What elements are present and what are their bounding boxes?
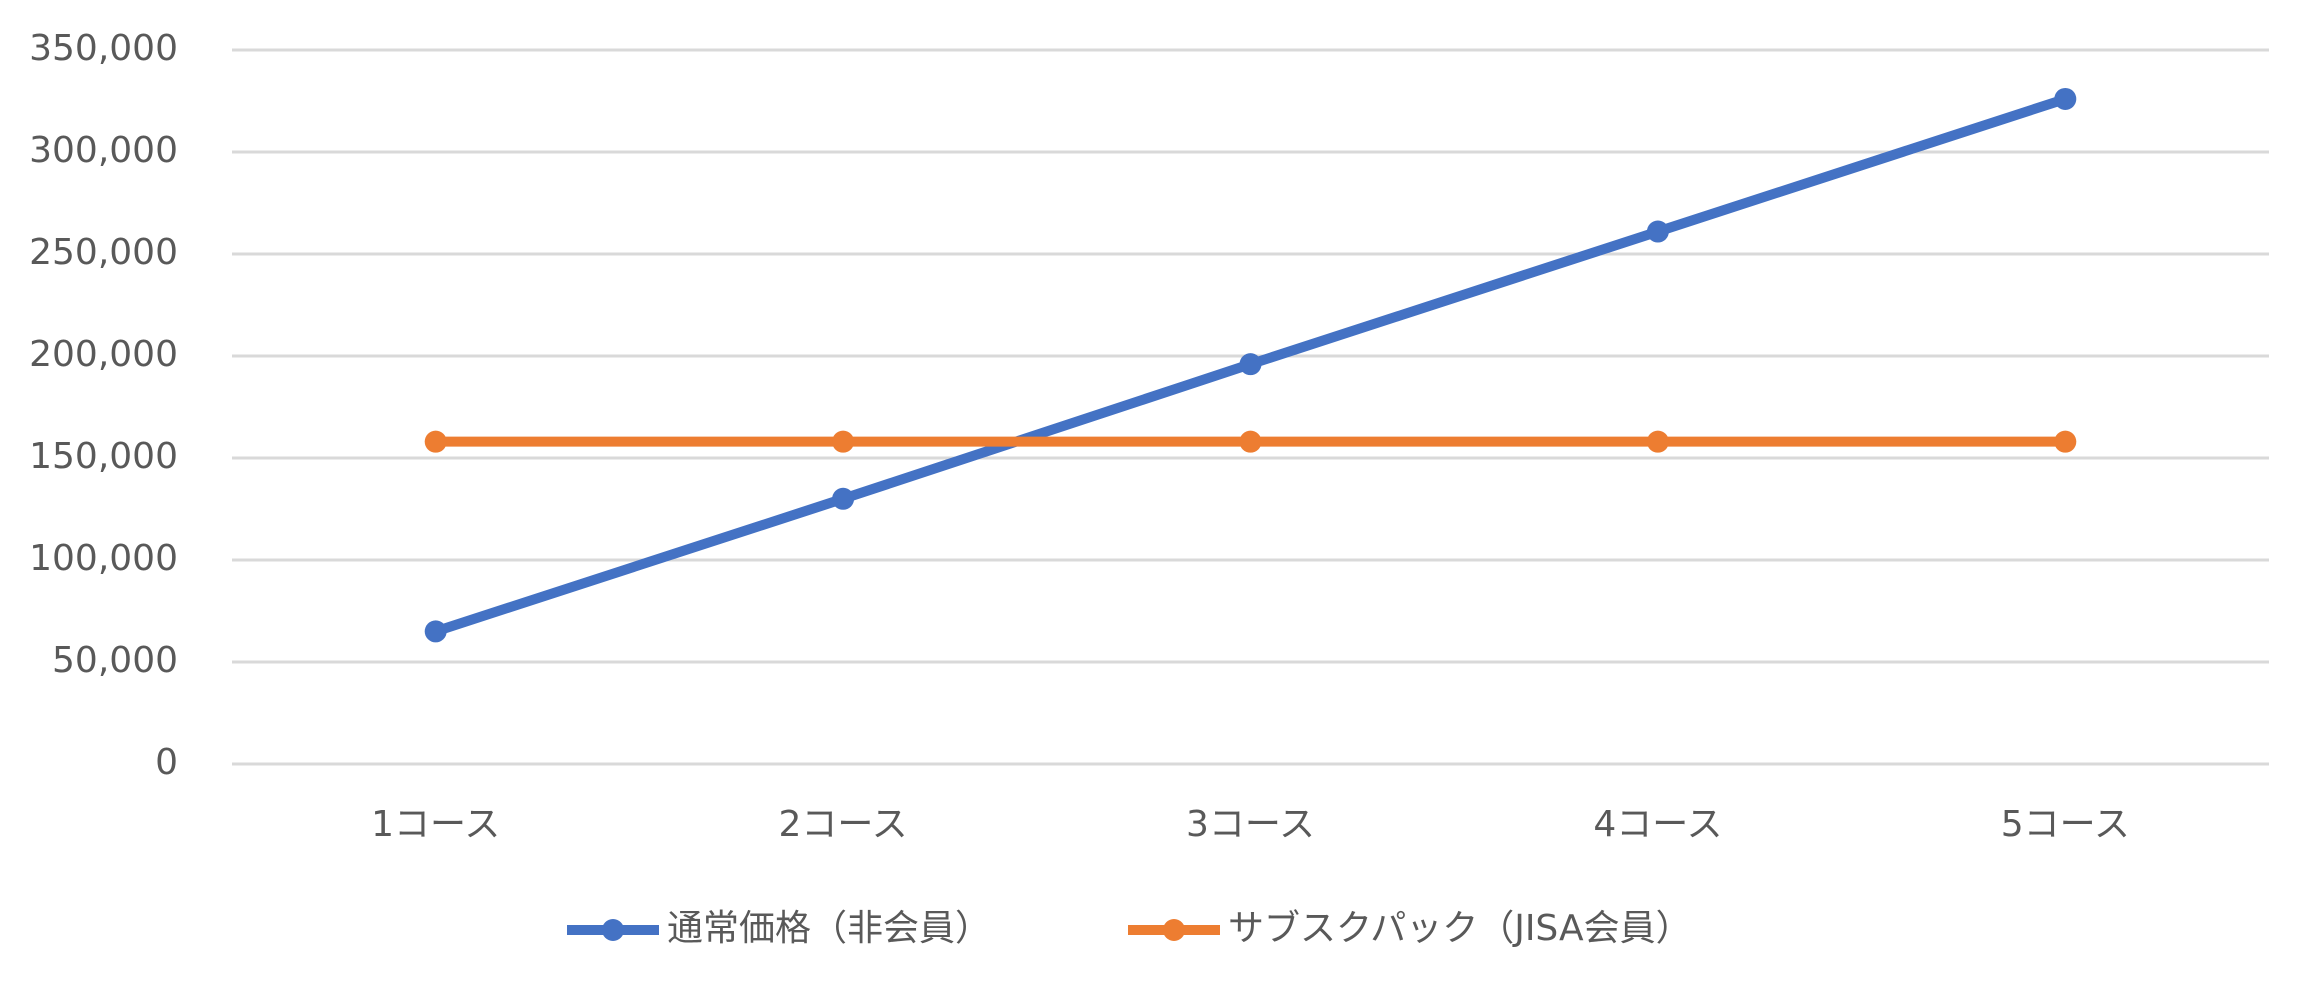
- data-point: [832, 487, 855, 510]
- data-point: [1646, 430, 1669, 453]
- y-tick-label: 100,000: [29, 538, 178, 579]
- data-point: [2054, 87, 2077, 110]
- x-tick-label: 5コース: [2001, 804, 2130, 845]
- y-tick-label: 300,000: [29, 130, 178, 171]
- legend-marker: [1163, 919, 1185, 941]
- legend-label: サブスクパック（JISA会員）: [1228, 908, 1692, 949]
- legend-label: 通常価格（非会員）: [667, 908, 991, 949]
- data-point: [832, 430, 855, 453]
- y-tick-label: 350,000: [29, 28, 178, 69]
- x-tick-label: 2コース: [779, 804, 908, 845]
- data-point: [1646, 220, 1669, 243]
- y-tick-label: 50,000: [52, 640, 178, 681]
- y-tick-label: 250,000: [29, 232, 178, 273]
- data-point: [424, 620, 447, 643]
- x-tick-label: 1コース: [371, 804, 500, 845]
- y-tick-label: 0: [155, 742, 178, 783]
- data-point: [1239, 430, 1262, 453]
- y-tick-label: 200,000: [29, 334, 178, 375]
- data-point: [1239, 353, 1262, 376]
- data-point: [424, 430, 447, 453]
- x-tick-label: 3コース: [1186, 804, 1315, 845]
- y-tick-label: 150,000: [29, 436, 178, 477]
- legend-marker: [602, 919, 624, 941]
- data-point: [2054, 430, 2077, 453]
- x-tick-label: 4コース: [1593, 804, 1722, 845]
